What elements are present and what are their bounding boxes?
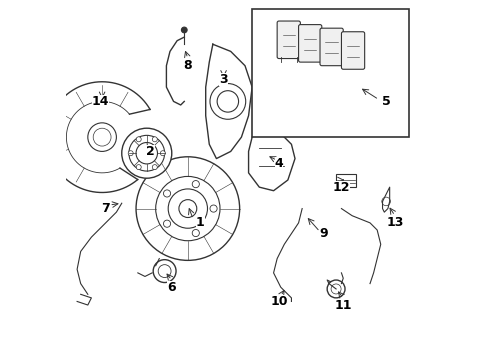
Circle shape — [210, 84, 245, 119]
Circle shape — [179, 200, 197, 217]
Circle shape — [164, 220, 171, 227]
Text: 3: 3 — [219, 73, 228, 86]
Circle shape — [153, 260, 176, 283]
Text: 11: 11 — [335, 298, 352, 311]
Circle shape — [93, 128, 111, 146]
Text: 14: 14 — [92, 95, 109, 108]
Text: 12: 12 — [333, 181, 350, 194]
Bar — [336, 174, 356, 187]
Circle shape — [156, 176, 220, 241]
Circle shape — [382, 197, 391, 206]
Circle shape — [331, 284, 341, 294]
Text: 5: 5 — [382, 95, 391, 108]
Circle shape — [136, 143, 157, 164]
Circle shape — [136, 165, 141, 170]
Text: 1: 1 — [196, 216, 205, 229]
Text: 2: 2 — [146, 145, 155, 158]
Circle shape — [152, 165, 157, 170]
Circle shape — [129, 135, 165, 171]
Text: 8: 8 — [184, 59, 192, 72]
Text: 13: 13 — [386, 216, 404, 229]
Circle shape — [122, 128, 172, 178]
Circle shape — [136, 157, 240, 260]
Circle shape — [164, 190, 171, 197]
Circle shape — [181, 27, 187, 33]
FancyBboxPatch shape — [320, 28, 343, 66]
Circle shape — [210, 205, 217, 212]
Circle shape — [160, 151, 165, 156]
Text: 10: 10 — [270, 295, 288, 308]
Circle shape — [152, 137, 157, 142]
FancyBboxPatch shape — [298, 24, 322, 62]
Circle shape — [192, 229, 199, 237]
Circle shape — [136, 137, 141, 142]
Text: 7: 7 — [101, 202, 110, 215]
Text: 6: 6 — [168, 281, 176, 294]
Circle shape — [88, 123, 117, 152]
Circle shape — [128, 151, 133, 156]
Circle shape — [158, 265, 171, 278]
Circle shape — [192, 181, 199, 188]
Circle shape — [327, 280, 345, 298]
FancyBboxPatch shape — [277, 21, 300, 59]
Circle shape — [217, 91, 239, 112]
Text: 9: 9 — [319, 227, 328, 240]
FancyBboxPatch shape — [342, 32, 365, 69]
Bar — [252, 9, 409, 137]
Text: 4: 4 — [274, 157, 283, 170]
Circle shape — [168, 189, 207, 228]
